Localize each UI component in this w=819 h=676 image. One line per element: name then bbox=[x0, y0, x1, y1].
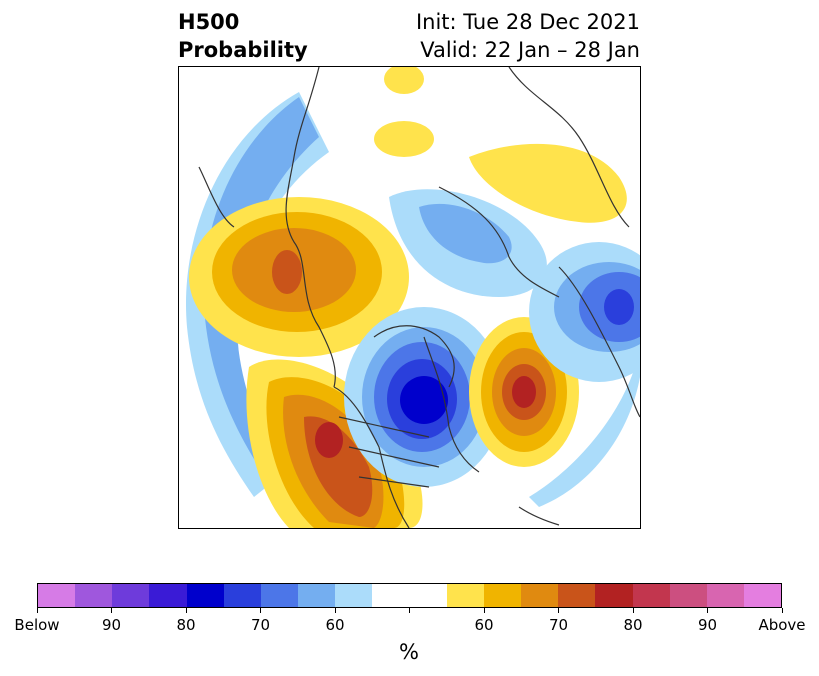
coastlines bbox=[198, 67, 640, 528]
chart-title-right: Init: Tue 28 Dec 2021 Valid: 22 Jan – 28… bbox=[416, 8, 640, 64]
colorbar-segment bbox=[223, 584, 261, 607]
colorbar-segment bbox=[706, 584, 744, 607]
title-valid-range: Valid: 22 Jan – 28 Jan bbox=[420, 38, 640, 62]
colorbar-segment bbox=[149, 584, 187, 607]
chart-title-left: H500 Probability bbox=[178, 8, 308, 64]
probability-map bbox=[178, 66, 641, 529]
colorbar-tick-label: 80 bbox=[623, 616, 643, 634]
colorbar-tick bbox=[558, 608, 559, 613]
colorbar-tick bbox=[409, 608, 410, 613]
map-canvas bbox=[179, 67, 640, 528]
colorbar-tick bbox=[36, 608, 38, 613]
colorbar-tick-label: Above bbox=[758, 616, 806, 634]
colorbar-segment bbox=[260, 584, 299, 607]
colorbar-segment bbox=[186, 584, 224, 607]
colorbar-tick bbox=[334, 608, 336, 613]
colorbar-segment bbox=[372, 584, 410, 607]
colorbar-tick-label: 90 bbox=[697, 616, 718, 634]
colorbar-segment bbox=[558, 584, 596, 607]
colorbar-tick-label: 60 bbox=[474, 616, 494, 634]
title-quantity: Probability bbox=[178, 38, 308, 62]
colorbar-segment bbox=[483, 584, 522, 607]
colorbar-tick-label: 60 bbox=[325, 616, 345, 634]
colorbar-segment bbox=[298, 584, 336, 607]
colorbar-segment bbox=[669, 584, 707, 607]
colorbar-tick bbox=[260, 608, 261, 613]
title-init-date: Init: Tue 28 Dec 2021 bbox=[415, 10, 640, 34]
colorbar-tick bbox=[185, 608, 187, 613]
colorbar-segment bbox=[38, 584, 76, 607]
anomaly-fill bbox=[179, 67, 640, 528]
colorbar-segment bbox=[112, 584, 150, 607]
colorbar-segment bbox=[335, 584, 373, 607]
colorbar-tick bbox=[111, 608, 112, 613]
colorbar-tick bbox=[632, 608, 634, 613]
colorbar-segment bbox=[521, 584, 559, 607]
colorbar-unit: % bbox=[399, 640, 419, 664]
colorbar-tick-label: Below bbox=[14, 616, 60, 634]
colorbar-segment bbox=[409, 584, 447, 607]
colorbar-tick-label: 90 bbox=[101, 616, 122, 634]
colorbar-tick bbox=[483, 608, 485, 613]
colorbar-tick bbox=[707, 608, 708, 613]
title-variable: H500 bbox=[178, 10, 240, 34]
colorbar-tick bbox=[781, 608, 783, 613]
colorbar-segment bbox=[446, 584, 484, 607]
colorbar-segment bbox=[743, 584, 782, 607]
colorbar-segment bbox=[632, 584, 670, 607]
colorbar-tick-label: 70 bbox=[250, 616, 271, 634]
colorbar-tick-label: 80 bbox=[176, 616, 196, 634]
colorbar-segment bbox=[595, 584, 633, 607]
colorbar-tick-label: 70 bbox=[548, 616, 569, 634]
probability-colorbar bbox=[37, 583, 782, 608]
colorbar-segment bbox=[75, 584, 113, 607]
